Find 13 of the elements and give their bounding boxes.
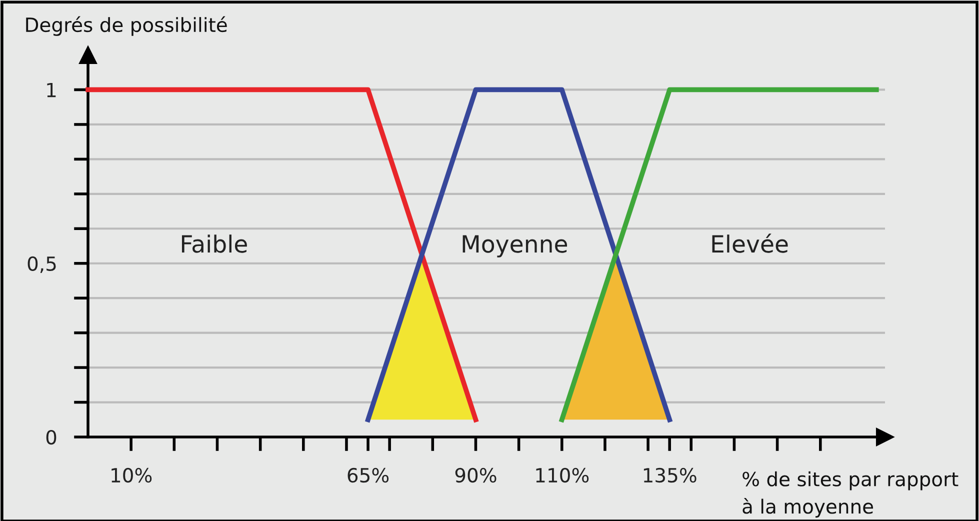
y-tick-label: 0,5 xyxy=(28,256,56,274)
x-axis-title: % de sites par rapport à la moyenne xyxy=(742,471,958,518)
x-tick-label: 65% xyxy=(348,468,389,483)
x-tick-label: 135% xyxy=(644,468,696,483)
annotation: Moyenne xyxy=(462,235,568,258)
annotation: Faible xyxy=(182,234,247,253)
x-tick-label: 110% xyxy=(536,468,589,483)
y-tick-label: 0 xyxy=(46,430,56,445)
x-tick-label: 90% xyxy=(455,468,496,483)
annotation: Elevée xyxy=(712,234,788,253)
y-tick-label: 1 xyxy=(47,82,56,98)
x-tick-label: 10% xyxy=(112,468,152,483)
y-axis-title: Degrés de possibilité xyxy=(26,16,227,36)
